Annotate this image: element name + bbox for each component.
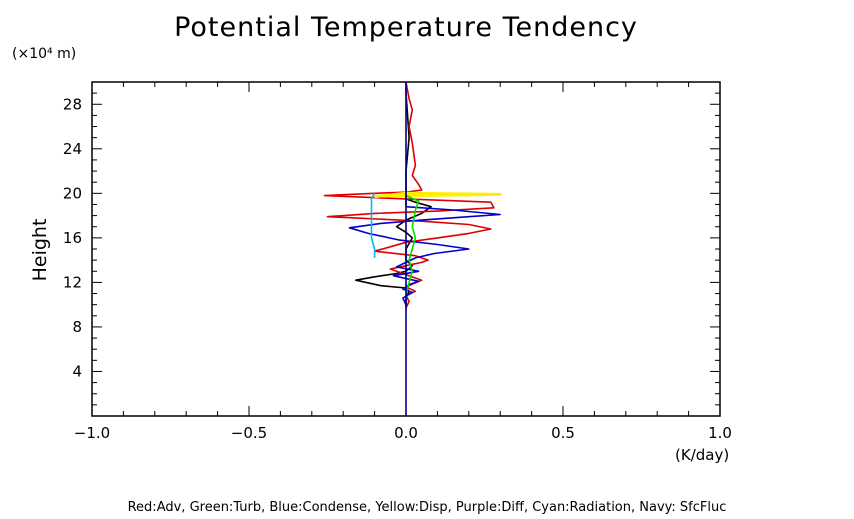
y-tick-label: 16 (63, 229, 82, 247)
y-tick-label: 28 (63, 95, 82, 113)
y-tick-label: 20 (63, 184, 82, 202)
series-line (370, 192, 376, 258)
y-tick-label: 4 (72, 362, 82, 380)
y-tick-label: 8 (72, 318, 82, 336)
x-tick-label: 1.0 (708, 424, 732, 442)
series-line (323, 81, 495, 309)
series-line (405, 194, 420, 294)
series-line (374, 191, 502, 199)
chart-title: Potential Temperature Tendency (174, 12, 638, 43)
x-tick-label: 0.5 (551, 424, 575, 442)
y-tick-label: 24 (63, 140, 82, 158)
legend-caption: Red:Adv, Green:Turb, Blue:Condense, Yell… (127, 500, 727, 515)
x-tick-label: −0.5 (231, 424, 267, 442)
y-unit-label: (×10⁴ m) (12, 46, 77, 62)
x-tick-label: 0.0 (394, 424, 418, 442)
x-tick-label: −1.0 (74, 424, 110, 442)
x-unit-label: (K/day) (675, 446, 730, 464)
y-tick-label: 12 (63, 273, 82, 291)
